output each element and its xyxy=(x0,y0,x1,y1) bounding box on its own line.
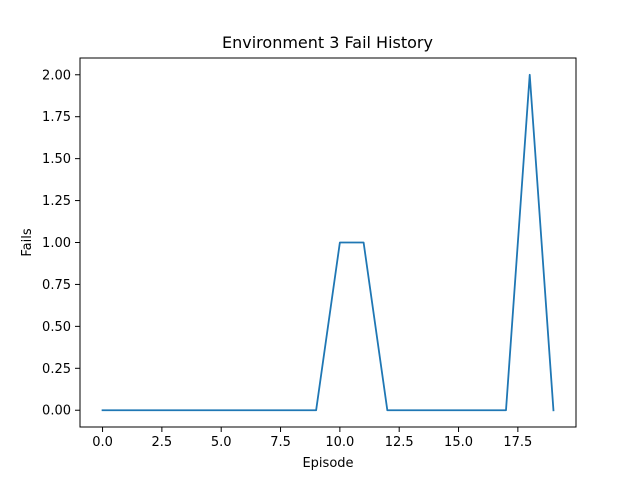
y-tick-label: 1.50 xyxy=(42,152,71,167)
x-tick-label: 10.0 xyxy=(325,435,354,450)
x-tick-label: 2.5 xyxy=(152,435,173,450)
y-axis-label: Fails xyxy=(20,228,35,256)
y-tick-label: 0.25 xyxy=(42,362,71,377)
y-tick-label: 1.75 xyxy=(42,110,71,125)
plot-area xyxy=(79,57,577,428)
chart-title: Environment 3 Fail History xyxy=(222,33,433,52)
x-axis-ticks: 0.0 2.5 5.0 7.5 10.0 12.5 15.0 17.5 xyxy=(92,427,532,450)
y-axis-ticks: 0.00 0.25 0.50 0.75 1.00 1.25 1.50 1.75 2.00 xyxy=(42,68,80,419)
series-layer xyxy=(101,73,555,412)
plot-background xyxy=(80,58,576,427)
x-tick-label: 0.0 xyxy=(92,435,113,450)
y-tick-label: 0.00 xyxy=(42,404,71,419)
x-tick-label: 17.5 xyxy=(503,435,532,450)
x-tick-label: 7.5 xyxy=(270,435,291,450)
y-tick-label: 1.25 xyxy=(42,194,71,209)
x-tick-label: 15.0 xyxy=(444,435,473,450)
y-tick-label: 0.50 xyxy=(42,320,71,335)
y-tick-label: 2.00 xyxy=(42,68,71,83)
series-line xyxy=(101,73,555,412)
x-tick-label: 12.5 xyxy=(385,435,414,450)
y-tick-label: 1.00 xyxy=(42,236,71,251)
x-tick-label: 5.0 xyxy=(211,435,232,450)
y-tick-label: 0.75 xyxy=(42,278,71,293)
x-axis-label: Episode xyxy=(302,456,353,471)
